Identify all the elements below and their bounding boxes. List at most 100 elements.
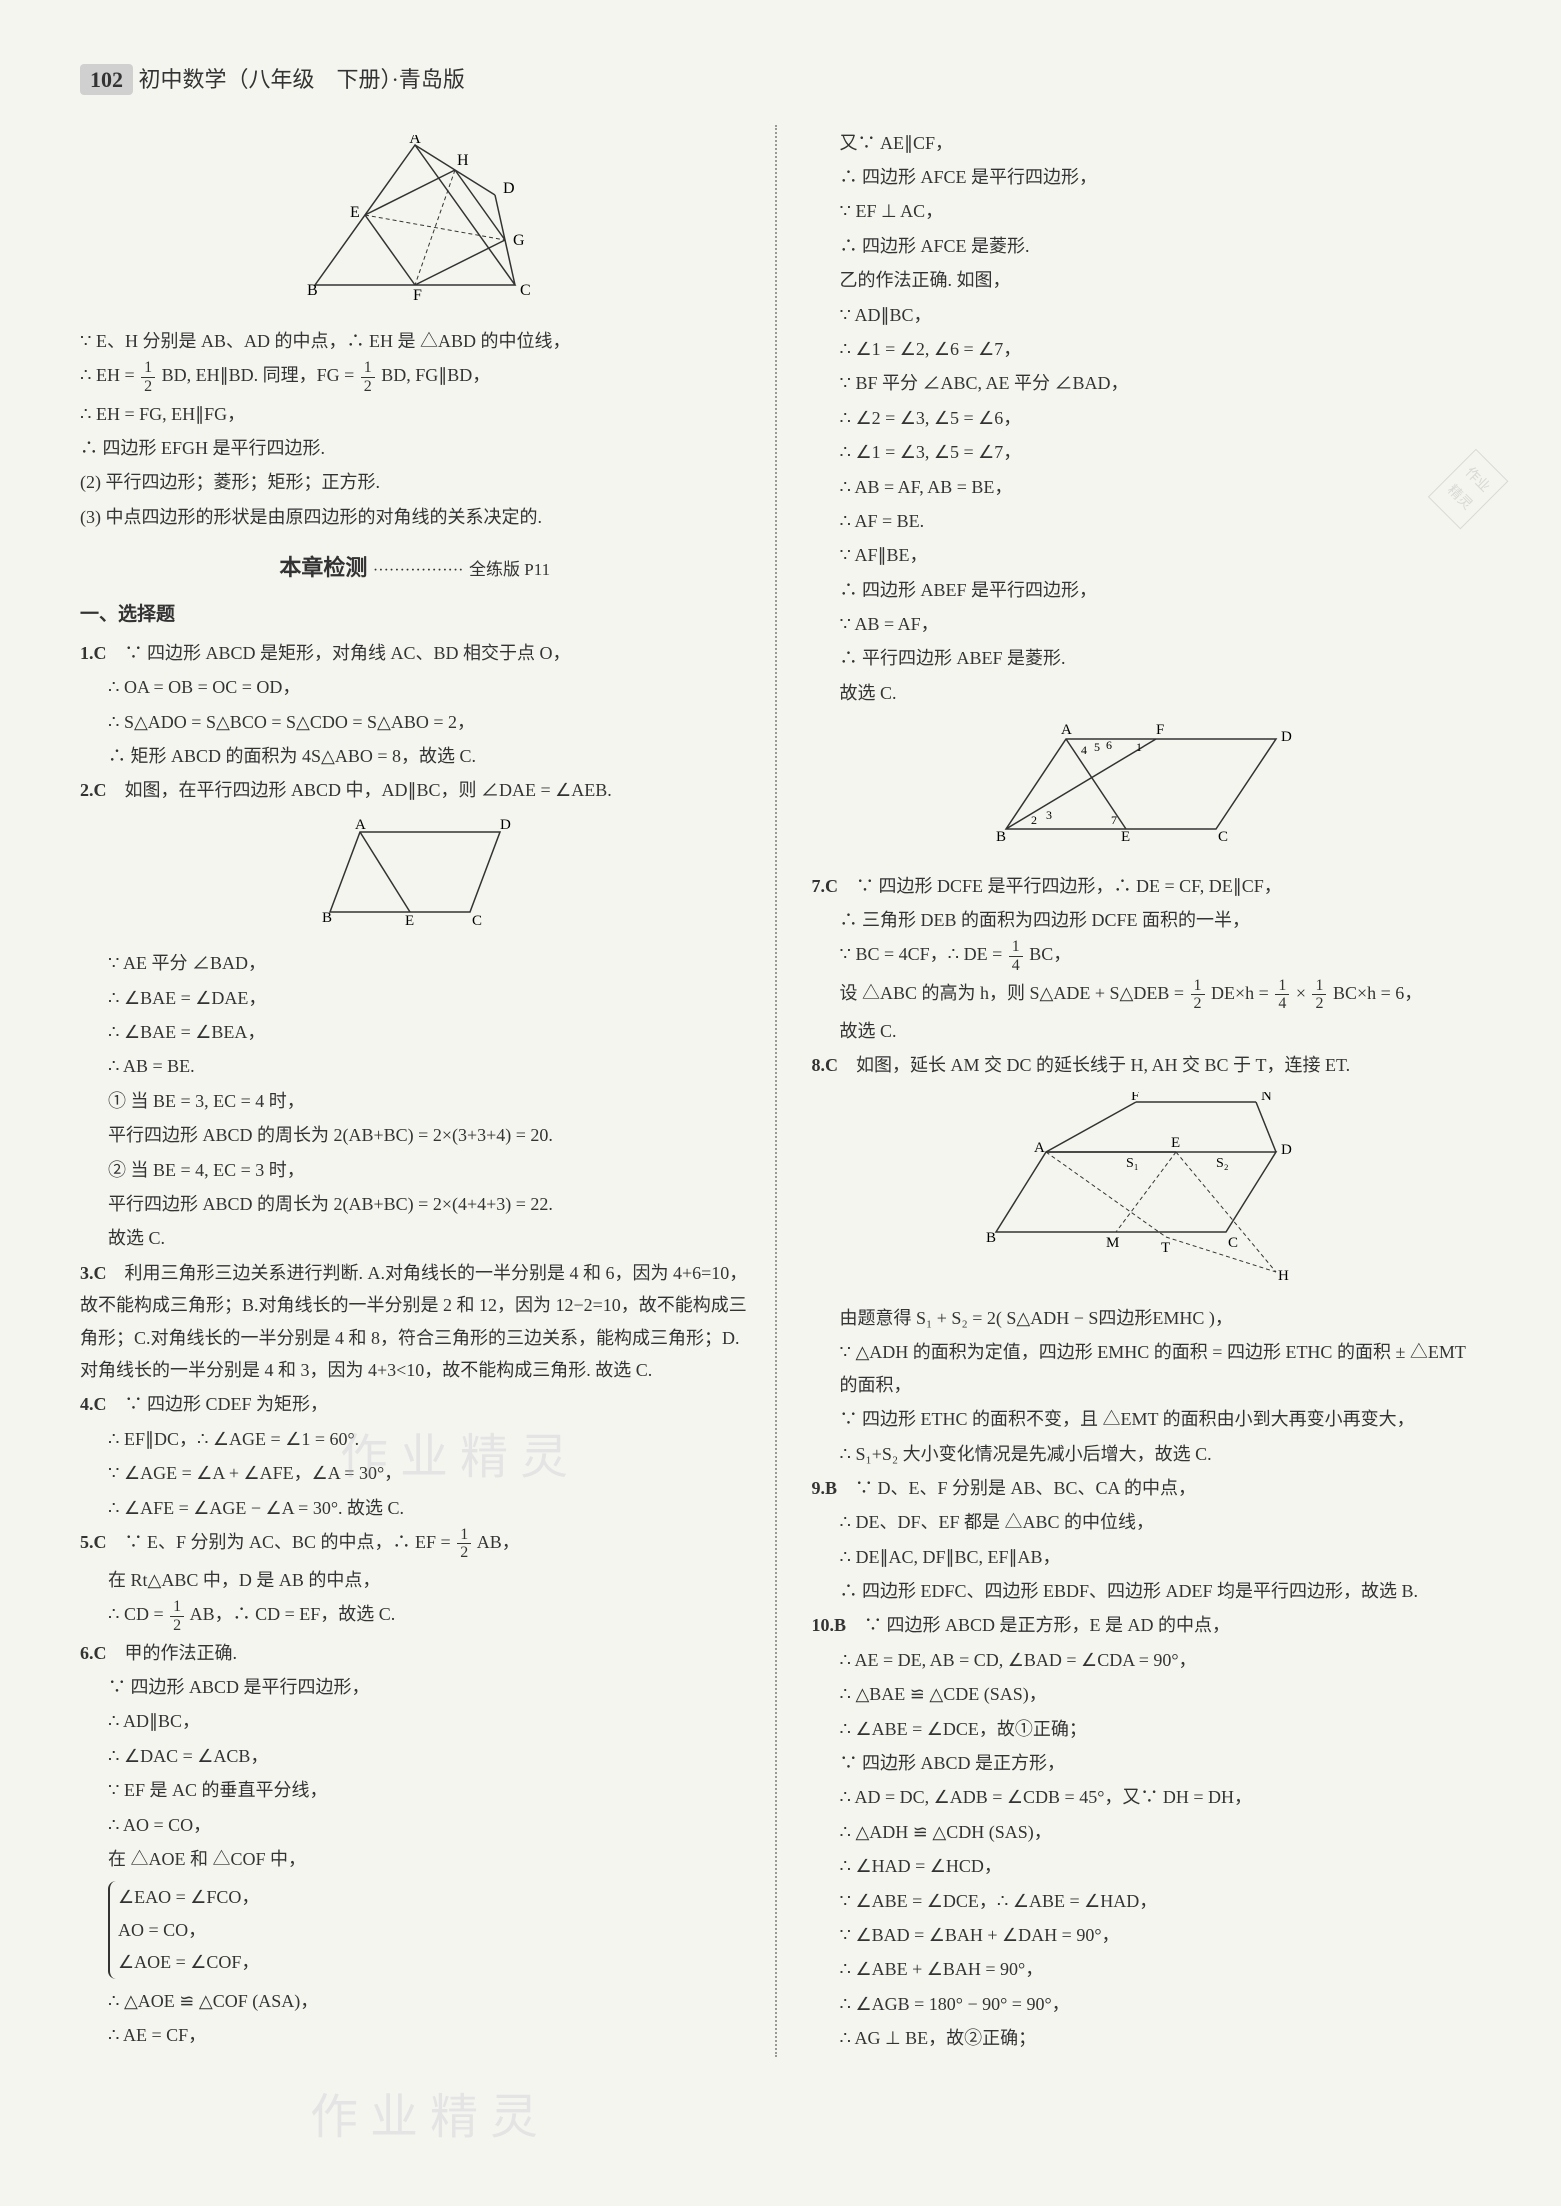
fraction: 12 [361, 359, 375, 395]
svg-text:6: 6 [1106, 738, 1112, 752]
page-title: 初中数学（八年级 下册）·青岛版 [139, 67, 465, 92]
text-line: ∵ ∠ABE = ∠DCE，∴ ∠ABE = ∠HAD， [812, 1885, 1482, 1917]
text-line: ∴ S△ADO = S△BCO = S△CDO = S△ABO = 2， [80, 706, 750, 738]
svg-text:E: E [1121, 829, 1130, 845]
text-line: ∴ DE、DF、EF 都是 △ABC 的中位线， [812, 1506, 1482, 1538]
right-column: 作业精灵 又∵ AE∥CF， ∴ 四边形 AFCE 是平行四边形， ∵ EF ⊥… [807, 125, 1482, 2057]
text-line: ∵ 四边形 ETHC 的面积不变，且 △EMT 的面积由小到大再变小再变大， [812, 1403, 1482, 1435]
figure-2: A D B E C [80, 817, 750, 937]
text-line: 平行四边形 ABCD 的周长为 2(AB+BC) = 2×(3+3+4) = 2… [80, 1119, 750, 1151]
page-number: 102 [80, 64, 133, 95]
text-line: ∴ DE∥AC, DF∥BC, EF∥AB， [812, 1541, 1482, 1573]
svg-text:B: B [322, 910, 332, 926]
svg-text:E: E [405, 913, 414, 927]
text-line: ② 当 BE = 4, EC = 3 时， [80, 1154, 750, 1186]
svg-text:2: 2 [1031, 813, 1037, 827]
text-line: 1.C ∵ 四边形 ABCD 是矩形，对角线 AC、BD 相交于点 O， [80, 637, 750, 669]
fraction: 12 [141, 359, 155, 395]
text-line: ∵ EF ⊥ AC， [812, 195, 1482, 227]
text-line: ∴ ∠2 = ∠3, ∠5 = ∠6， [812, 402, 1482, 434]
text-line: ∴ ∠ABE = ∠DCE，故①正确； [812, 1713, 1482, 1745]
subsection-heading: 一、选择题 [80, 598, 750, 632]
svg-text:A: A [355, 817, 366, 833]
text-line: 又∵ AE∥CF， [812, 127, 1482, 159]
text-line: 在 △AOE 和 △COF 中， [80, 1843, 750, 1875]
text-line: ∴ ∠HAD = ∠HCD， [812, 1850, 1482, 1882]
two-column-layout: 作业精灵 作业精灵 A B C D E F G H [80, 125, 1481, 2057]
svg-text:A: A [1061, 722, 1072, 738]
fraction: 14 [1275, 977, 1289, 1013]
figure-4: F N A E D S₁ S₂ B M T C H [812, 1092, 1482, 1292]
text-line: ∴ ∠1 = ∠2, ∠6 = ∠7， [812, 333, 1482, 365]
text-line: ∴ EH = FG, EH∥FG， [80, 398, 750, 430]
svg-text:B: B [986, 1230, 996, 1246]
text-line: ∴ ∠AGB = 180° − 90° = 90°， [812, 1988, 1482, 2020]
svg-text:E: E [1171, 1135, 1180, 1151]
svg-text:7: 7 [1111, 813, 1117, 827]
svg-text:F: F [1156, 722, 1164, 738]
text-line: 9.B ∵ D、E、F 分别是 AB、BC、CA 的中点， [812, 1472, 1482, 1504]
svg-text:H: H [1278, 1268, 1289, 1282]
svg-text:D: D [1281, 729, 1292, 745]
text-line: ∴ CD = 12 AB，∴ CD = EF，故选 C. [80, 1598, 750, 1634]
text-line: ∴ 三角形 DEB 的面积为四边形 DCFE 面积的一半， [812, 904, 1482, 936]
text-line: ∴ 四边形 ABEF 是平行四边形， [812, 574, 1482, 606]
svg-text:C: C [472, 913, 482, 927]
text-line: 6.C 甲的作法正确. [80, 1637, 750, 1669]
text-line: ∴ EF∥DC，∴ ∠AGE = ∠1 = 60°. [80, 1423, 750, 1455]
text-line: ∵ AD∥BC， [812, 299, 1482, 331]
svg-text:T: T [1161, 1240, 1170, 1256]
text-line: ∵ BC = 4CF，∴ DE = 14 BC， [812, 938, 1482, 974]
left-column: 作业精灵 作业精灵 A B C D E F G H [80, 125, 777, 2057]
svg-text:3: 3 [1046, 808, 1052, 822]
text-line: ∵ BF 平分 ∠ABC, AE 平分 ∠BAD， [812, 367, 1482, 399]
text-line: 故选 C. [80, 1222, 750, 1254]
text-line: (2) 平行四边形；菱形；矩形；正方形. [80, 466, 750, 498]
text-line: ∴ △AOE ≌ △COF (ASA)， [80, 1985, 750, 2017]
fraction: 12 [1312, 977, 1326, 1013]
text-line: ∵ ∠BAD = ∠BAH + ∠DAH = 90°， [812, 1919, 1482, 1951]
text-line: ∴ AB = AF, AB = BE， [812, 471, 1482, 503]
text-line: ∵ △ADH 的面积为定值，四边形 EMHC 的面积 = 四边形 ETHC 的面… [812, 1336, 1482, 1401]
text-line: 8.C 如图，延长 AM 交 DC 的延长线于 H, AH 交 BC 于 T，连… [812, 1049, 1482, 1081]
text-line: 设 △ABC 的高为 h，则 S△ADE + S△DEB = 12 DE×h =… [812, 977, 1482, 1013]
text-line: ∴ ∠DAC = ∠ACB， [80, 1740, 750, 1772]
text-line: 2.C 如图，在平行四边形 ABCD 中，AD∥BC，则 ∠DAE = ∠AEB… [80, 774, 750, 806]
svg-text:B: B [996, 829, 1006, 845]
svg-text:E: E [350, 204, 360, 221]
svg-text:S₁: S₁ [1126, 1156, 1139, 1171]
text-line: ∴ 平行四边形 ABEF 是菱形. [812, 642, 1482, 674]
text-line: ∵ AE 平分 ∠BAD， [80, 947, 750, 979]
text-line: ∴ AG ⊥ BE，故②正确； [812, 2022, 1482, 2054]
svg-text:B: B [307, 282, 318, 299]
text-line: ∴ 矩形 ABCD 的面积为 4S△ABO = 8，故选 C. [80, 740, 750, 772]
svg-text:G: G [513, 232, 525, 249]
text-line: ∴ △BAE ≌ △CDE (SAS)， [812, 1678, 1482, 1710]
text-line: ∴ AD∥BC， [80, 1705, 750, 1737]
svg-text:N: N [1261, 1092, 1272, 1104]
text-line: ∴ 四边形 AFCE 是平行四边形， [812, 161, 1482, 193]
text-line: 在 Rt△ABC 中，D 是 AB 的中点， [80, 1564, 750, 1596]
text-line: ① 当 BE = 3, EC = 4 时， [80, 1085, 750, 1117]
fraction: 14 [1009, 938, 1023, 974]
text-line: 3.C 利用三角形三边关系进行判断. A.对角线长的一半分别是 4 和 6，因为… [80, 1257, 750, 1387]
text-line: ∴ AB = BE. [80, 1050, 750, 1082]
watermark-icon: 作业精灵 [310, 2075, 550, 2161]
svg-text:S₂: S₂ [1216, 1156, 1229, 1171]
svg-text:F: F [1131, 1092, 1139, 1104]
svg-text:1: 1 [1136, 740, 1142, 754]
text-line: ∴ 四边形 EDFC、四边形 EBDF、四边形 ADEF 均是平行四边形，故选 … [812, 1575, 1482, 1607]
text-line: ∴ ∠BAE = ∠BEA， [80, 1016, 750, 1048]
text-line: ∴ AF = BE. [812, 505, 1482, 537]
text-line: ∴ OA = OB = OC = OD， [80, 671, 750, 703]
text-line: 5.C ∵ E、F 分别为 AC、BC 的中点，∴ EF = 12 AB， [80, 1526, 750, 1562]
fraction: 12 [457, 1526, 471, 1562]
text-line: ∴ △ADH ≌ △CDH (SAS)， [812, 1816, 1482, 1848]
svg-text:D: D [1281, 1142, 1292, 1158]
text-line: ∵ 四边形 ABCD 是正方形， [812, 1747, 1482, 1779]
text-line: ∴ 四边形 EFGH 是平行四边形. [80, 432, 750, 464]
text-line: 由题意得 S₁ + S₂ = 2( S△ADH − S四边形EMHC )， [812, 1302, 1482, 1334]
text-line: 10.B ∵ 四边形 ABCD 是正方形，E 是 AD 的中点， [812, 1609, 1482, 1641]
text-line: 7.C ∵ 四边形 DCFE 是平行四边形，∴ DE = CF, DE∥CF， [812, 870, 1482, 902]
svg-text:C: C [1218, 829, 1228, 845]
